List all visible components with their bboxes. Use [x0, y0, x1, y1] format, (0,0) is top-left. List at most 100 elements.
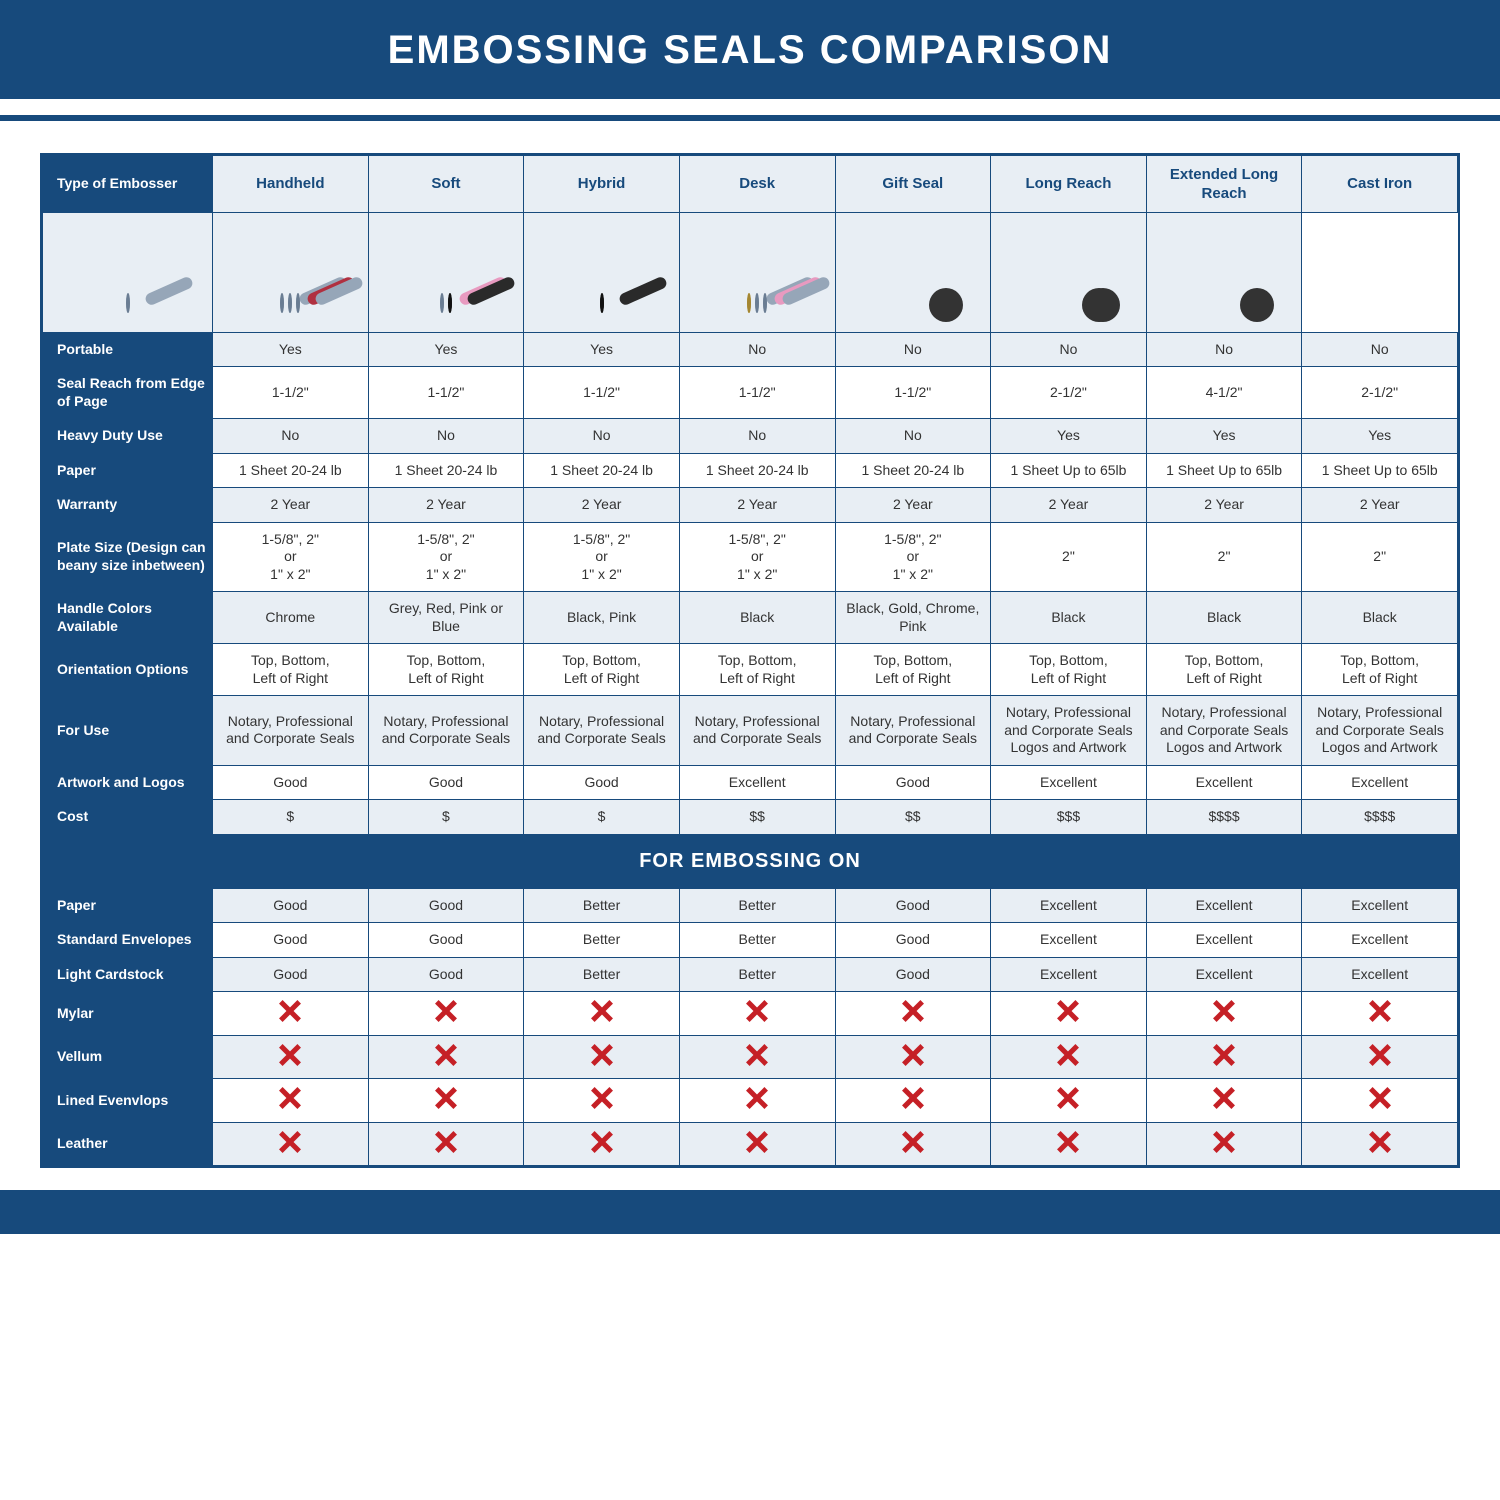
not-supported-icon — [1213, 1000, 1235, 1022]
not-supported-icon — [435, 1044, 457, 1066]
title-divider — [0, 99, 1500, 137]
table-cell: Excellent — [1302, 888, 1458, 923]
section-label: FOR EMBOSSING ON — [43, 834, 1458, 888]
table-cell — [991, 1122, 1147, 1166]
table-cell — [991, 1035, 1147, 1079]
table-cell: Excellent — [1146, 765, 1302, 800]
row-label: Portable — [43, 332, 213, 367]
table-row: Handle Colors AvailableChromeGrey, Red, … — [43, 592, 1458, 644]
not-supported-icon — [1369, 1087, 1391, 1109]
embosser-icon — [296, 295, 300, 313]
row-label: Handle Colors Available — [43, 592, 213, 644]
not-supported-icon — [435, 1131, 457, 1153]
table-cell: $$$ — [991, 800, 1147, 835]
table-cell: Notary, Professional and Corporate Seals — [835, 696, 991, 766]
table-cell: 1-1/2" — [368, 367, 524, 419]
table-cell: Excellent — [1146, 888, 1302, 923]
table-cell: No — [524, 419, 680, 454]
not-supported-icon — [1057, 1131, 1079, 1153]
not-supported-icon — [279, 1131, 301, 1153]
embosser-icon — [288, 295, 292, 313]
product-image-cell — [524, 212, 680, 332]
table-cell: 1 Sheet 20-24 lb — [835, 453, 991, 488]
table-cell: 4-1/2" — [1146, 367, 1302, 419]
not-supported-icon — [1369, 1131, 1391, 1153]
row-label: Lined Evenvlops — [43, 1079, 213, 1123]
table-cell: Black, Pink — [524, 592, 680, 644]
table-cell: 1 Sheet 20-24 lb — [524, 453, 680, 488]
table-row: Paper1 Sheet 20-24 lb1 Sheet 20-24 lb1 S… — [43, 453, 1458, 488]
row-label: Leather — [43, 1122, 213, 1166]
not-supported-icon — [902, 1044, 924, 1066]
table-cell: Notary, Professional and Corporate Seals — [368, 696, 524, 766]
column-header: Handheld — [213, 156, 369, 213]
table-cell: $ — [524, 800, 680, 835]
table-cell: Top, Bottom,Left of Right — [213, 644, 369, 696]
not-supported-icon — [746, 1131, 768, 1153]
table-cell — [524, 1122, 680, 1166]
table-row: PaperGoodGoodBetterBetterGoodExcellentEx… — [43, 888, 1458, 923]
table-cell: 1-1/2" — [213, 367, 369, 419]
row-label: Heavy Duty Use — [43, 419, 213, 454]
table-cell: 1 Sheet Up to 65lb — [991, 453, 1147, 488]
embosser-icon — [763, 295, 767, 313]
table-row: Lined Evenvlops — [43, 1079, 1458, 1123]
table-cell: Good — [835, 957, 991, 992]
table-cell: Black — [1302, 592, 1458, 644]
table-cell: $$ — [835, 800, 991, 835]
table-cell: 1-1/2" — [679, 367, 835, 419]
not-supported-icon — [746, 1044, 768, 1066]
not-supported-icon — [1369, 1000, 1391, 1022]
table-cell: 1-1/2" — [524, 367, 680, 419]
table-cell: $$ — [679, 800, 835, 835]
table-cell: $$$$ — [1146, 800, 1302, 835]
row-label: Seal Reach from Edge of Page — [43, 367, 213, 419]
table-cell — [1146, 1035, 1302, 1079]
table-cell: Notary, Professional and Corporate Seals — [679, 696, 835, 766]
table-cell: 2 Year — [991, 488, 1147, 523]
row-label: Standard Envelopes — [43, 923, 213, 958]
table-cell: Top, Bottom,Left of Right — [368, 644, 524, 696]
table-cell: No — [679, 419, 835, 454]
table-cell: No — [679, 332, 835, 367]
table-cell — [679, 1035, 835, 1079]
type-of-embosser-label: Type of Embosser — [43, 156, 213, 213]
not-supported-icon — [1369, 1044, 1391, 1066]
table-row: Standard EnvelopesGoodGoodBetterBetterGo… — [43, 923, 1458, 958]
table-cell — [835, 1122, 991, 1166]
table-cell: 1-5/8", 2"or1" x 2" — [213, 522, 369, 592]
table-cell: $ — [368, 800, 524, 835]
column-header: Long Reach — [991, 156, 1147, 213]
product-image-cell — [835, 212, 991, 332]
table-cell: 1-5/8", 2"or1" x 2" — [679, 522, 835, 592]
not-supported-icon — [902, 1131, 924, 1153]
row-label: Paper — [43, 888, 213, 923]
table-row: Warranty2 Year2 Year2 Year2 Year2 Year2 … — [43, 488, 1458, 523]
table-cell — [991, 992, 1147, 1036]
table-cell: Top, Bottom,Left of Right — [679, 644, 835, 696]
not-supported-icon — [746, 1000, 768, 1022]
table-cell: 2" — [1302, 522, 1458, 592]
table-cell: 1 Sheet 20-24 lb — [368, 453, 524, 488]
table-row: Mylar — [43, 992, 1458, 1036]
table-cell: 1 Sheet Up to 65lb — [1146, 453, 1302, 488]
table-cell — [368, 1035, 524, 1079]
table-cell: 1 Sheet Up to 65lb — [1302, 453, 1458, 488]
embosser-icon — [747, 295, 751, 313]
table-cell: Black — [991, 592, 1147, 644]
table-cell: Good — [368, 923, 524, 958]
not-supported-icon — [1213, 1087, 1235, 1109]
table-cell — [1302, 1079, 1458, 1123]
embosser-icon — [440, 295, 444, 313]
column-header: Desk — [679, 156, 835, 213]
not-supported-icon — [435, 1087, 457, 1109]
table-cell: Good — [835, 888, 991, 923]
table-cell: 1-5/8", 2"or1" x 2" — [524, 522, 680, 592]
table-cell: 2 Year — [524, 488, 680, 523]
table-cell: Notary, Professional and Corporate Seals… — [991, 696, 1147, 766]
table-cell: Black — [679, 592, 835, 644]
table-cell: Good — [213, 957, 369, 992]
row-label: Warranty — [43, 488, 213, 523]
table-row: Plate Size (Design can beany size inbetw… — [43, 522, 1458, 592]
table-cell — [213, 1122, 369, 1166]
